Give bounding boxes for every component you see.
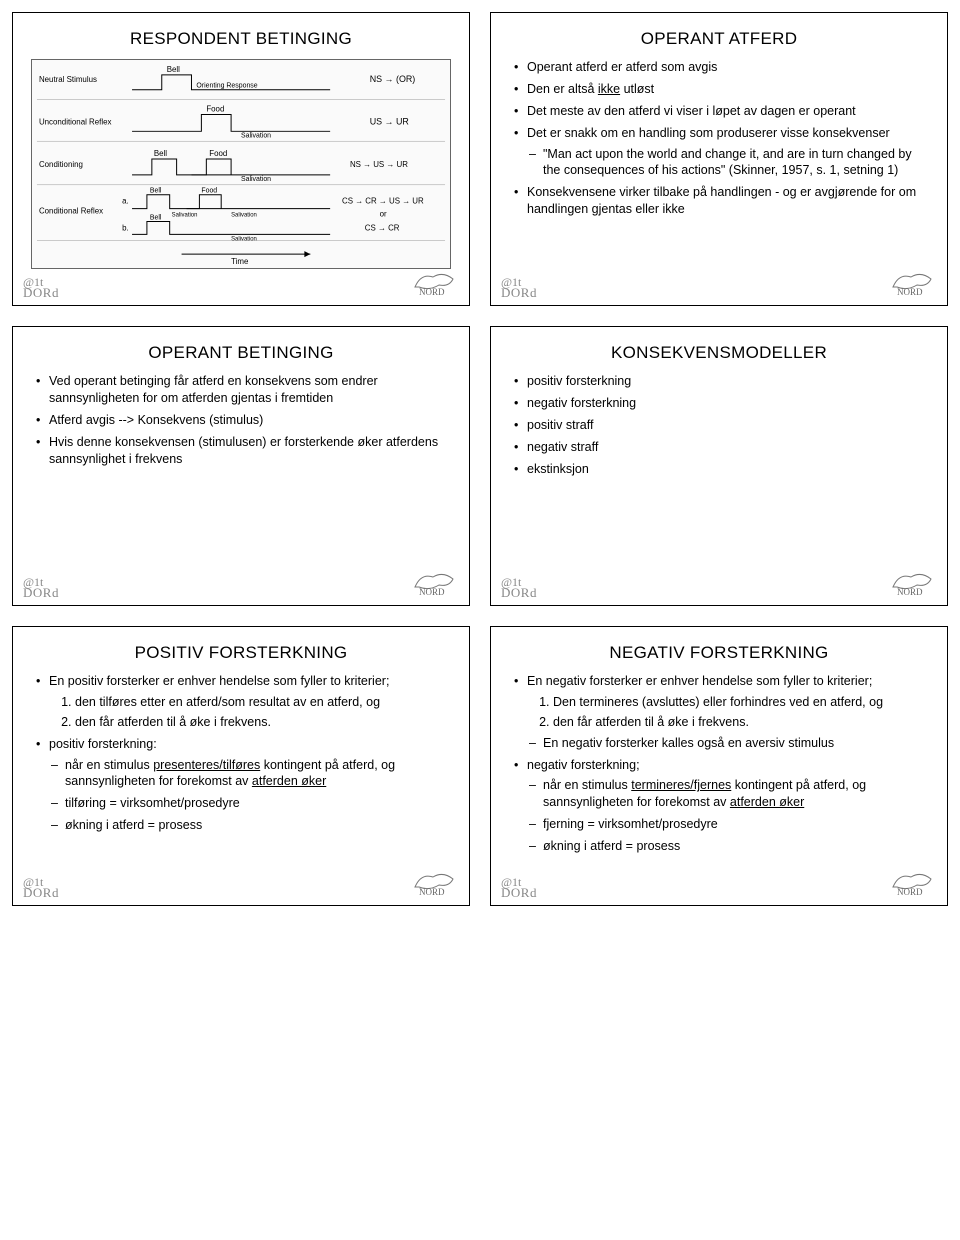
- intro-text: En negativ forsterker er enhver hendelse…: [527, 674, 872, 688]
- svg-text:CS → CR → US → UR: CS → CR → US → UR: [342, 197, 424, 206]
- svg-text:Orienting Response: Orienting Response: [196, 83, 257, 90]
- slide-positiv-forsterkning: POSITIV FORSTERKNING En positiv forsterk…: [12, 626, 470, 906]
- list-item: når en stimulus termineres/fjernes konti…: [543, 777, 929, 811]
- svg-text:Salivation: Salivation: [231, 212, 257, 218]
- svg-text:NORD: NORD: [419, 887, 445, 897]
- slide-title: POSITIV FORSTERKNING: [31, 643, 451, 663]
- svg-text:NORD: NORD: [897, 287, 923, 297]
- criteria-list: Den termineres (avsluttes) eller forhind…: [527, 694, 929, 731]
- list-item: Operant atferd er atferd som avgis: [527, 59, 929, 76]
- logo-right: NORD: [411, 269, 459, 297]
- criteria-list: den tilføres etter en atferd/som resulta…: [49, 694, 451, 731]
- logo-right: NORD: [889, 569, 937, 597]
- slide-title: OPERANT BETINGING: [31, 343, 451, 363]
- svg-text:b.: b.: [122, 223, 129, 232]
- diagram-svg: Neutral Stimulus Unconditional Reflex Co…: [32, 60, 450, 268]
- list-item: Det meste av den atferd vi viser i løpet…: [527, 103, 929, 120]
- list-item: den får atferden til å øke i frekvens.: [75, 714, 451, 731]
- slide-title: KONSEKVENSMODELLER: [509, 343, 929, 363]
- slide-konsekvensmodeller: KONSEKVENSMODELLER positiv forsterkning …: [490, 326, 948, 606]
- list-item: når en stimulus presenteres/tilføres kon…: [65, 757, 451, 791]
- logo-left: @1t DORd: [501, 277, 537, 299]
- svg-text:NS → (OR): NS → (OR): [370, 74, 416, 84]
- logo-left: @1t DORd: [23, 877, 59, 899]
- svg-text:NORD: NORD: [897, 887, 923, 897]
- list-item: Atferd avgis --> Konsekvens (stimulus): [49, 412, 451, 429]
- logo-right: NORD: [889, 269, 937, 297]
- svg-text:Bell: Bell: [167, 65, 180, 74]
- svg-text:Conditional Reflex: Conditional Reflex: [39, 207, 103, 216]
- slide-title: RESPONDENT BETINGING: [31, 29, 451, 49]
- list-item: positiv forsterkning: når en stimulus pr…: [49, 736, 451, 834]
- slide-operant-betinging: OPERANT BETINGING Ved operant betinging …: [12, 326, 470, 606]
- svg-text:NS → US → UR: NS → US → UR: [350, 160, 408, 169]
- slide-respondent: RESPONDENT BETINGING Neutral Stimulus Un…: [12, 12, 470, 306]
- list-item: tilføring = virksomhet/prosedyre: [65, 795, 451, 812]
- bullet-list: En positiv forsterker er enhver hendelse…: [31, 673, 451, 834]
- svg-text:Salivation: Salivation: [241, 132, 271, 139]
- svg-text:NORD: NORD: [897, 587, 923, 597]
- list-item: negativ straff: [527, 439, 929, 456]
- svg-text:Bell: Bell: [154, 149, 167, 158]
- list-item: "Man act upon the world and change it, a…: [543, 146, 929, 180]
- list-item: positiv straff: [527, 417, 929, 434]
- slide-negativ-forsterkning: NEGATIV FORSTERKNING En negativ forsterk…: [490, 626, 948, 906]
- slide-title: OPERANT ATFERD: [509, 29, 929, 49]
- svg-text:Food: Food: [209, 149, 227, 158]
- list-item: den får atferden til å øke i frekvens.: [553, 714, 929, 731]
- svg-text:Salivation: Salivation: [172, 212, 198, 218]
- svg-text:US → UR: US → UR: [370, 116, 410, 126]
- svg-text:CS → CR: CS → CR: [365, 223, 400, 232]
- bullet-list: En negativ forsterker er enhver hendelse…: [509, 673, 929, 855]
- sub-heading: negativ forsterkning;: [527, 758, 640, 772]
- list-item: Den er altså ikke utløst: [527, 81, 929, 98]
- svg-text:Salivation: Salivation: [241, 176, 271, 183]
- bullet-list: positiv forsterkning negativ forsterknin…: [509, 373, 929, 477]
- list-item: Den termineres (avsluttes) eller forhind…: [553, 694, 929, 711]
- list-item: Det er snakk om en handling som produser…: [527, 125, 929, 180]
- logo-right: NORD: [411, 569, 459, 597]
- svg-text:Food: Food: [206, 105, 224, 114]
- logo-left: @1t DORd: [23, 577, 59, 599]
- svg-text:NORD: NORD: [419, 287, 445, 297]
- bullet-list: Ved operant betinging får atferd en kons…: [31, 373, 451, 467]
- logo-right: NORD: [411, 869, 459, 897]
- list-item: negativ forsterkning: [527, 395, 929, 412]
- list-item: En negativ forsterker kalles også en ave…: [543, 735, 929, 752]
- slide-title: NEGATIV FORSTERKNING: [509, 643, 929, 663]
- list-item: negativ forsterkning; når en stimulus te…: [527, 757, 929, 855]
- svg-text:Neutral Stimulus: Neutral Stimulus: [39, 75, 97, 84]
- list-item: Konsekvensene virker tilbake på handling…: [527, 184, 929, 218]
- logo-left: @1t DORd: [501, 577, 537, 599]
- svg-text:Conditioning: Conditioning: [39, 160, 83, 169]
- svg-text:Time: Time: [231, 257, 249, 266]
- list-item: ekstinksjon: [527, 461, 929, 478]
- svg-text:Salivation: Salivation: [231, 236, 257, 242]
- svg-text:Bell: Bell: [150, 214, 162, 221]
- list-item: den tilføres etter en atferd/som resulta…: [75, 694, 451, 711]
- intro-text: En positiv forsterker er enhver hendelse…: [49, 674, 389, 688]
- svg-text:or: or: [380, 209, 387, 218]
- svg-text:Unconditional Reflex: Unconditional Reflex: [39, 117, 112, 126]
- list-item: Hvis denne konsekvensen (stimulusen) er …: [49, 434, 451, 468]
- list-item: økning i atferd = prosess: [543, 838, 929, 855]
- list-item: En negativ forsterker er enhver hendelse…: [527, 673, 929, 752]
- list-item: En positiv forsterker er enhver hendelse…: [49, 673, 451, 731]
- bullet-list: Operant atferd er atferd som avgis Den e…: [509, 59, 929, 218]
- conditioning-diagram: Neutral Stimulus Unconditional Reflex Co…: [31, 59, 451, 269]
- list-item: økning i atferd = prosess: [65, 817, 451, 834]
- svg-text:Bell: Bell: [150, 188, 162, 195]
- svg-text:a.: a.: [122, 197, 129, 206]
- list-item: positiv forsterkning: [527, 373, 929, 390]
- logo-left: @1t DORd: [501, 877, 537, 899]
- list-item: fjerning = virksomhet/prosedyre: [543, 816, 929, 833]
- list-item: Ved operant betinging får atferd en kons…: [49, 373, 451, 407]
- sub-heading: positiv forsterkning:: [49, 737, 157, 751]
- svg-text:NORD: NORD: [419, 587, 445, 597]
- svg-text:Food: Food: [201, 188, 217, 195]
- logo-right: NORD: [889, 869, 937, 897]
- slide-operant-atferd: OPERANT ATFERD Operant atferd er atferd …: [490, 12, 948, 306]
- slides-grid: RESPONDENT BETINGING Neutral Stimulus Un…: [12, 12, 948, 906]
- logo-left: @1t DORd: [23, 277, 59, 299]
